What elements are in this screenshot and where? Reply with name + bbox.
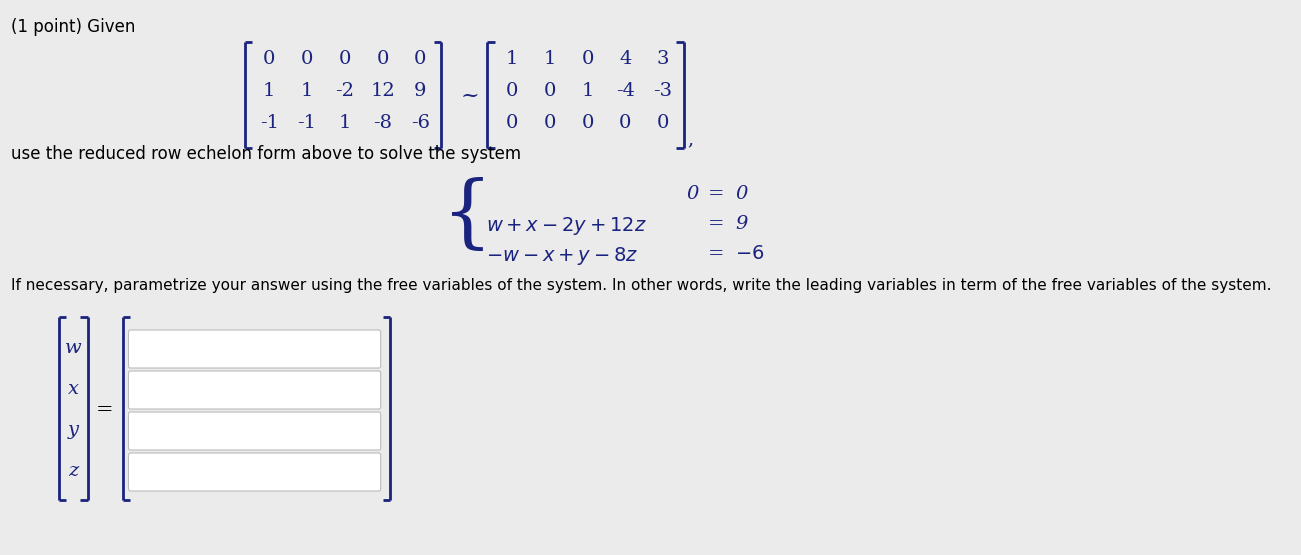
Text: -1: -1	[260, 114, 278, 132]
Text: -6: -6	[411, 114, 429, 132]
Text: -8: -8	[373, 114, 392, 132]
Text: ,: ,	[688, 130, 693, 148]
Text: 1: 1	[582, 82, 593, 100]
Text: =: =	[708, 245, 725, 263]
Text: 1: 1	[301, 82, 314, 100]
Text: 0: 0	[735, 185, 747, 203]
Text: 9: 9	[414, 82, 427, 100]
Text: use the reduced row echelon form above to solve the system: use the reduced row echelon form above t…	[12, 145, 522, 163]
Text: 1: 1	[263, 82, 276, 100]
Text: y: y	[68, 421, 79, 439]
Text: $-w - x + y - 8z$: $-w - x + y - 8z$	[487, 245, 639, 267]
Text: 0: 0	[338, 50, 351, 68]
Text: -2: -2	[336, 82, 354, 100]
FancyBboxPatch shape	[129, 330, 381, 368]
Text: 4: 4	[619, 50, 631, 68]
Text: 1: 1	[506, 50, 518, 68]
Text: {: {	[442, 177, 493, 255]
Text: 1: 1	[544, 50, 556, 68]
Text: 0: 0	[657, 114, 669, 132]
Text: =: =	[708, 185, 725, 203]
Text: 0: 0	[376, 50, 389, 68]
Text: 0: 0	[506, 114, 518, 132]
Text: 0: 0	[582, 114, 593, 132]
Text: (1 point) Given: (1 point) Given	[12, 18, 135, 36]
Text: 0: 0	[263, 50, 276, 68]
Text: If necessary, parametrize your answer using the free variables of the system. In: If necessary, parametrize your answer us…	[12, 278, 1272, 293]
Text: w: w	[65, 339, 82, 357]
Text: 0: 0	[301, 50, 314, 68]
Text: 3: 3	[657, 50, 670, 68]
Text: =: =	[96, 400, 113, 419]
FancyBboxPatch shape	[129, 453, 381, 491]
Text: 0: 0	[544, 82, 556, 100]
Text: ~: ~	[461, 85, 479, 107]
Text: z: z	[69, 462, 79, 480]
Text: -1: -1	[298, 114, 316, 132]
Text: -3: -3	[653, 82, 673, 100]
Text: 0: 0	[506, 82, 518, 100]
Text: 9: 9	[735, 215, 747, 233]
Text: $w + x - 2y + 12z$: $w + x - 2y + 12z$	[487, 215, 647, 237]
FancyBboxPatch shape	[129, 371, 381, 409]
Text: 0: 0	[414, 50, 427, 68]
Text: =: =	[708, 215, 725, 233]
Text: 0: 0	[582, 50, 593, 68]
Text: 1: 1	[338, 114, 351, 132]
Text: x: x	[68, 380, 79, 398]
Text: -4: -4	[615, 82, 635, 100]
FancyBboxPatch shape	[129, 412, 381, 450]
Text: $-6$: $-6$	[735, 245, 765, 263]
Text: 0: 0	[619, 114, 631, 132]
Text: 0: 0	[544, 114, 556, 132]
Text: 0: 0	[687, 185, 699, 203]
Text: 12: 12	[371, 82, 396, 100]
